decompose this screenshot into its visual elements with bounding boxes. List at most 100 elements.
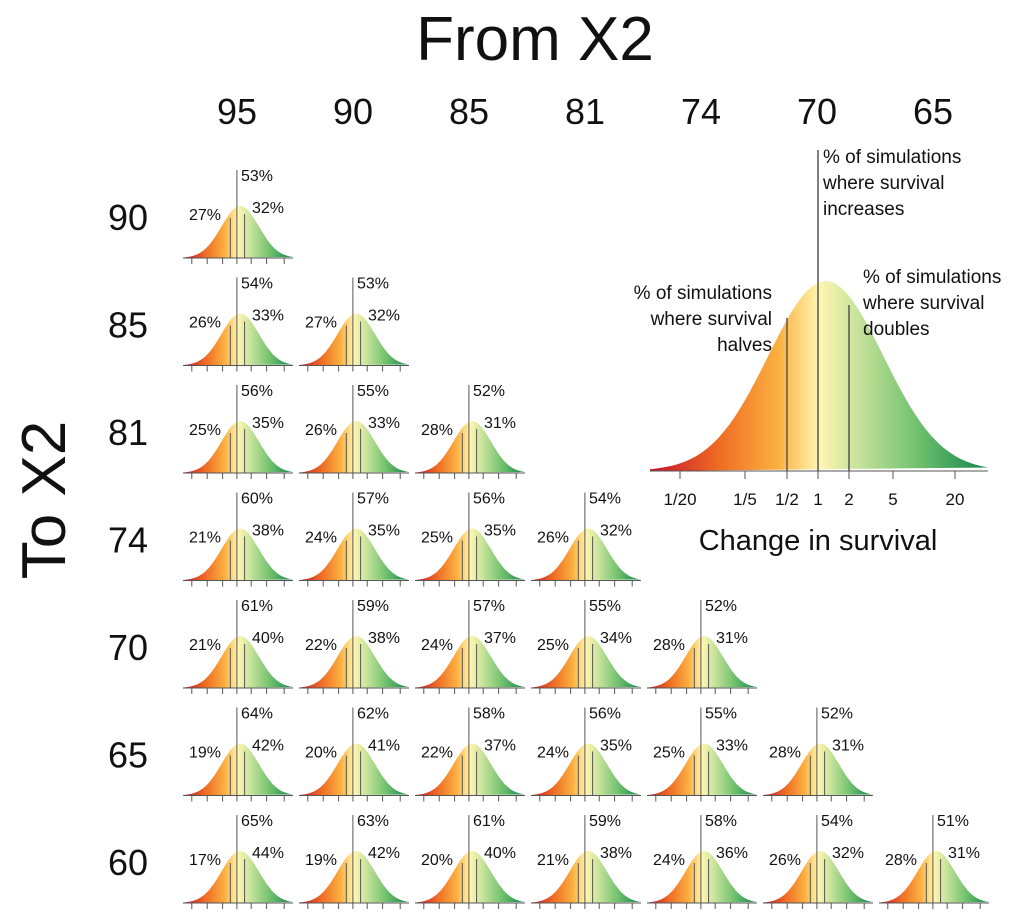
column-label: 81 [565, 91, 605, 132]
annotation-doubles: doubles [863, 319, 930, 340]
center-label: 62% [357, 706, 389, 723]
center-label: 59% [589, 813, 621, 830]
left-label: 24% [653, 852, 685, 869]
center-label: 55% [589, 598, 621, 615]
column-label: 90 [333, 91, 373, 132]
center-label: 52% [705, 598, 737, 615]
center-label: 54% [589, 491, 621, 508]
right-label: 32% [368, 308, 400, 325]
left-label: 24% [305, 530, 337, 547]
legend-tick-label: 1/20 [663, 490, 696, 509]
center-label: 53% [241, 168, 273, 185]
legend-distribution [650, 281, 988, 471]
left-label: 20% [305, 745, 337, 762]
distribution [299, 636, 409, 688]
row-label: 70 [108, 627, 148, 668]
right-label: 40% [484, 845, 516, 862]
right-label: 32% [832, 845, 864, 862]
distribution [647, 636, 757, 688]
left-label: 28% [769, 745, 801, 762]
annotation-doubles: % of simulations [863, 267, 1001, 288]
distribution [299, 313, 409, 366]
right-label: 37% [484, 738, 516, 755]
right-label: 44% [252, 845, 284, 862]
left-label: 19% [305, 852, 337, 869]
row-label: 65 [108, 735, 148, 776]
column-label: 65 [913, 91, 953, 132]
left-label: 21% [537, 852, 569, 869]
left-label: 17% [189, 852, 221, 869]
left-label: 22% [421, 745, 453, 762]
center-label: 51% [937, 813, 969, 830]
distribution [183, 743, 293, 796]
distribution [299, 528, 409, 581]
center-label: 52% [473, 383, 505, 400]
legend-tick-label: 5 [888, 490, 897, 509]
right-label: 35% [252, 415, 284, 432]
distribution [415, 528, 525, 581]
row-label: 60 [108, 842, 148, 883]
right-label: 37% [484, 630, 516, 647]
annotation-halves: halves [717, 335, 772, 356]
left-label: 26% [305, 422, 337, 439]
column-label: 70 [797, 91, 837, 132]
right-label: 40% [252, 630, 284, 647]
right-label: 33% [716, 738, 748, 755]
center-label: 61% [241, 598, 273, 615]
distribution [647, 851, 757, 903]
distribution [531, 743, 641, 796]
right-label: 35% [600, 738, 632, 755]
distribution [531, 851, 641, 903]
center-label: 54% [821, 813, 853, 830]
left-label: 26% [769, 852, 801, 869]
annotation-increases: increases [823, 199, 904, 220]
center-label: 54% [241, 276, 273, 293]
right-label: 34% [600, 630, 632, 647]
distribution [183, 528, 293, 581]
right-label: 31% [832, 738, 864, 755]
legend-tick-label: 1/2 [775, 490, 799, 509]
center-label: 57% [473, 598, 505, 615]
left-label: 22% [305, 637, 337, 654]
distribution [415, 851, 525, 903]
center-label: 53% [357, 276, 389, 293]
left-label: 26% [537, 530, 569, 547]
row-label: 74 [108, 520, 148, 561]
row-label: 81 [108, 412, 148, 453]
left-label: 27% [305, 315, 337, 332]
distribution [299, 851, 409, 903]
right-label: 38% [600, 845, 632, 862]
right-label: 32% [600, 523, 632, 540]
distribution [183, 206, 293, 258]
left-label: 25% [537, 637, 569, 654]
right-label: 31% [484, 415, 516, 432]
distribution [183, 851, 293, 903]
right-label: 36% [716, 845, 748, 862]
distribution [183, 636, 293, 688]
center-label: 60% [241, 491, 273, 508]
distribution [183, 313, 293, 366]
distribution [763, 851, 873, 903]
left-label: 25% [189, 422, 221, 439]
center-label: 63% [357, 813, 389, 830]
center-label: 65% [241, 813, 273, 830]
right-label: 35% [368, 523, 400, 540]
center-label: 57% [357, 491, 389, 508]
left-label: 28% [885, 852, 917, 869]
left-label: 26% [189, 315, 221, 332]
distribution [647, 743, 757, 796]
left-label: 25% [653, 745, 685, 762]
left-label: 21% [189, 530, 221, 547]
center-label: 55% [705, 706, 737, 723]
distribution [299, 421, 409, 473]
center-label: 56% [589, 706, 621, 723]
annotation-increases: % of simulations [823, 147, 961, 168]
annotation-halves: where survival [650, 309, 772, 330]
left-label: 24% [537, 745, 569, 762]
distribution [763, 743, 873, 796]
column-label: 85 [449, 91, 489, 132]
distribution [531, 528, 641, 581]
right-label: 33% [252, 308, 284, 325]
right-label: 33% [368, 415, 400, 432]
